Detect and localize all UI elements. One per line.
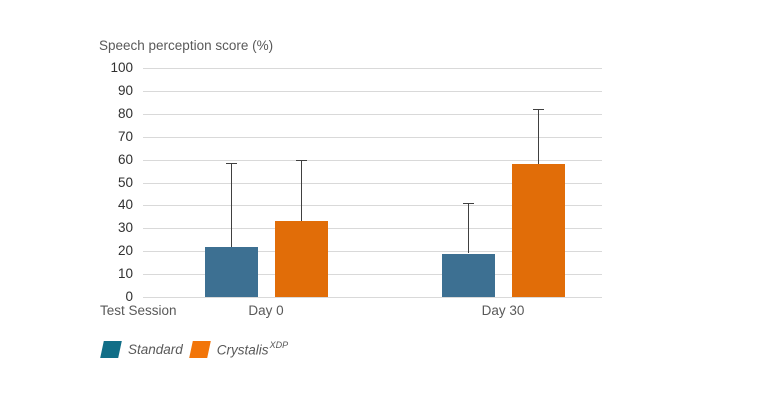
gridline-20: [143, 251, 602, 253]
x-category-label-day-0: Day 0: [248, 303, 284, 318]
x-axis-title: Test Session: [100, 303, 177, 318]
gridline-40: [143, 205, 602, 207]
y-tick-label-40: 40: [117, 197, 133, 213]
gridline-100: [143, 68, 602, 69]
error-bar-day-0-crystalis: [301, 159, 302, 222]
legend-label-crystalis-superscript: XDP: [269, 340, 289, 351]
gridline-30: [143, 228, 602, 230]
y-tick-label-90: 90: [117, 82, 133, 98]
error-bar-day-0-standard: [231, 163, 232, 247]
error-bar-day-30-crystalis: [538, 109, 539, 165]
error-bar-day-30-standard: [468, 203, 469, 254]
y-tick-label-100: 100: [110, 60, 133, 75]
bar-day-30-standard: [441, 253, 495, 297]
error-bar-cap-day-30-crystalis: [532, 109, 544, 111]
error-bar-cap-day-30-standard: [462, 203, 474, 205]
legend-item-crystalis: CrystalisXDP: [188, 340, 289, 358]
gridline-0: [143, 297, 602, 298]
gridline-60: [143, 159, 602, 161]
legend: Standard CrystalisXDP: [100, 340, 289, 358]
legend-item-standard: Standard: [100, 341, 183, 358]
error-bar-cap-day-0-crystalis: [295, 159, 307, 161]
y-tick-label-0: 0: [125, 289, 133, 304]
y-tick-label-10: 10: [117, 266, 133, 282]
y-tick-label-30: 30: [117, 220, 133, 236]
legend-swatch-standard: [100, 341, 122, 358]
y-axis-title: Speech perception score (%): [99, 38, 274, 53]
y-tick-label-20: 20: [117, 243, 133, 259]
y-tick-label-50: 50: [117, 174, 133, 190]
bar-day-30-crystalis: [511, 164, 565, 297]
y-tick-label-60: 60: [117, 151, 133, 167]
gridline-10: [143, 274, 602, 276]
bar-day-0-crystalis: [274, 221, 328, 297]
legend-label-crystalis: CrystalisXDP: [216, 340, 289, 358]
gridline-70: [143, 136, 602, 138]
gridline-80: [143, 113, 602, 115]
y-tick-label-70: 70: [117, 128, 133, 144]
x-category-label-day-30: Day 30: [481, 303, 525, 318]
legend-swatch-crystalis: [188, 341, 211, 358]
legend-label-standard: Standard: [128, 342, 183, 357]
gridline-90: [143, 90, 602, 92]
plot-area: [143, 68, 602, 298]
gridline-50: [143, 182, 602, 184]
bar-day-0-standard: [204, 246, 258, 297]
y-tick-label-80: 80: [117, 105, 133, 121]
error-bar-cap-day-0-standard: [225, 163, 237, 165]
